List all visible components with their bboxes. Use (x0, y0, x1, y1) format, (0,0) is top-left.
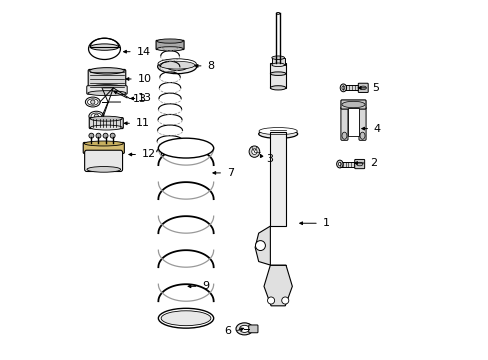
FancyBboxPatch shape (347, 108, 359, 136)
Text: 12: 12 (142, 149, 156, 159)
Circle shape (267, 297, 274, 304)
FancyBboxPatch shape (340, 100, 366, 109)
Ellipse shape (91, 113, 102, 120)
Circle shape (90, 100, 95, 104)
Text: 7: 7 (226, 168, 233, 178)
FancyBboxPatch shape (248, 325, 258, 333)
Ellipse shape (89, 68, 124, 74)
Text: 3: 3 (266, 154, 273, 165)
Text: 13: 13 (138, 94, 152, 103)
FancyBboxPatch shape (83, 143, 124, 153)
Ellipse shape (270, 86, 285, 90)
FancyBboxPatch shape (358, 83, 367, 93)
Ellipse shape (336, 160, 343, 168)
Text: 14: 14 (136, 47, 150, 57)
Circle shape (110, 133, 115, 138)
Text: 10: 10 (137, 74, 151, 84)
FancyBboxPatch shape (88, 69, 125, 89)
Text: 5: 5 (371, 83, 378, 93)
Ellipse shape (248, 146, 259, 157)
FancyBboxPatch shape (338, 162, 355, 167)
Text: 8: 8 (207, 61, 214, 71)
FancyBboxPatch shape (341, 85, 358, 90)
Ellipse shape (89, 83, 103, 93)
Ellipse shape (91, 85, 102, 91)
Ellipse shape (85, 97, 100, 107)
Ellipse shape (271, 56, 284, 59)
FancyBboxPatch shape (86, 86, 127, 94)
Ellipse shape (341, 101, 364, 108)
Ellipse shape (251, 149, 257, 154)
Text: 2: 2 (369, 158, 377, 168)
Ellipse shape (89, 85, 124, 91)
FancyBboxPatch shape (84, 150, 122, 171)
Ellipse shape (359, 132, 364, 139)
Ellipse shape (90, 125, 122, 130)
Ellipse shape (270, 72, 285, 76)
Text: 11: 11 (135, 118, 149, 128)
Ellipse shape (158, 138, 213, 158)
Ellipse shape (157, 47, 183, 51)
Ellipse shape (157, 39, 183, 43)
Ellipse shape (356, 162, 362, 166)
Circle shape (96, 133, 101, 138)
Ellipse shape (239, 325, 249, 332)
FancyBboxPatch shape (270, 63, 285, 88)
Ellipse shape (90, 44, 119, 50)
Ellipse shape (359, 86, 366, 90)
FancyBboxPatch shape (354, 159, 364, 168)
Text: 1: 1 (322, 218, 329, 228)
Circle shape (281, 297, 288, 304)
Polygon shape (264, 265, 292, 306)
Ellipse shape (157, 59, 196, 74)
FancyBboxPatch shape (340, 107, 347, 140)
Ellipse shape (161, 311, 210, 326)
FancyBboxPatch shape (270, 132, 285, 226)
Ellipse shape (271, 63, 284, 67)
Ellipse shape (88, 91, 126, 96)
Ellipse shape (90, 116, 122, 121)
Text: 6: 6 (224, 327, 231, 336)
Ellipse shape (88, 38, 120, 59)
Circle shape (94, 114, 98, 118)
Ellipse shape (87, 99, 98, 105)
Polygon shape (255, 226, 270, 265)
Text: 9: 9 (202, 281, 209, 291)
Ellipse shape (87, 167, 121, 172)
Ellipse shape (341, 86, 344, 90)
FancyBboxPatch shape (89, 118, 123, 129)
Ellipse shape (258, 130, 297, 138)
Ellipse shape (89, 111, 103, 121)
Ellipse shape (158, 59, 196, 69)
FancyBboxPatch shape (271, 58, 284, 65)
Circle shape (255, 240, 265, 251)
Circle shape (103, 133, 108, 138)
Ellipse shape (340, 84, 346, 92)
Ellipse shape (159, 61, 195, 69)
Ellipse shape (166, 63, 187, 71)
Circle shape (89, 133, 94, 138)
Ellipse shape (236, 323, 252, 335)
Ellipse shape (84, 141, 123, 146)
Ellipse shape (276, 13, 279, 14)
Ellipse shape (341, 132, 346, 139)
Ellipse shape (259, 127, 297, 135)
Ellipse shape (338, 162, 341, 166)
Circle shape (94, 86, 98, 90)
Ellipse shape (158, 308, 213, 328)
Text: 4: 4 (373, 123, 380, 134)
Text: 13: 13 (133, 94, 147, 104)
FancyBboxPatch shape (358, 107, 366, 140)
FancyBboxPatch shape (156, 40, 183, 50)
